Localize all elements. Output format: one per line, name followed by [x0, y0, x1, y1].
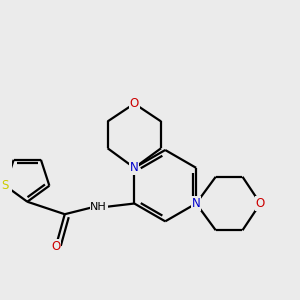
Text: NH: NH — [90, 202, 107, 212]
Text: O: O — [51, 240, 61, 253]
Text: O: O — [130, 97, 139, 110]
Text: O: O — [256, 197, 265, 210]
Text: N: N — [192, 197, 200, 210]
Text: S: S — [2, 179, 9, 192]
Text: N: N — [130, 161, 139, 174]
